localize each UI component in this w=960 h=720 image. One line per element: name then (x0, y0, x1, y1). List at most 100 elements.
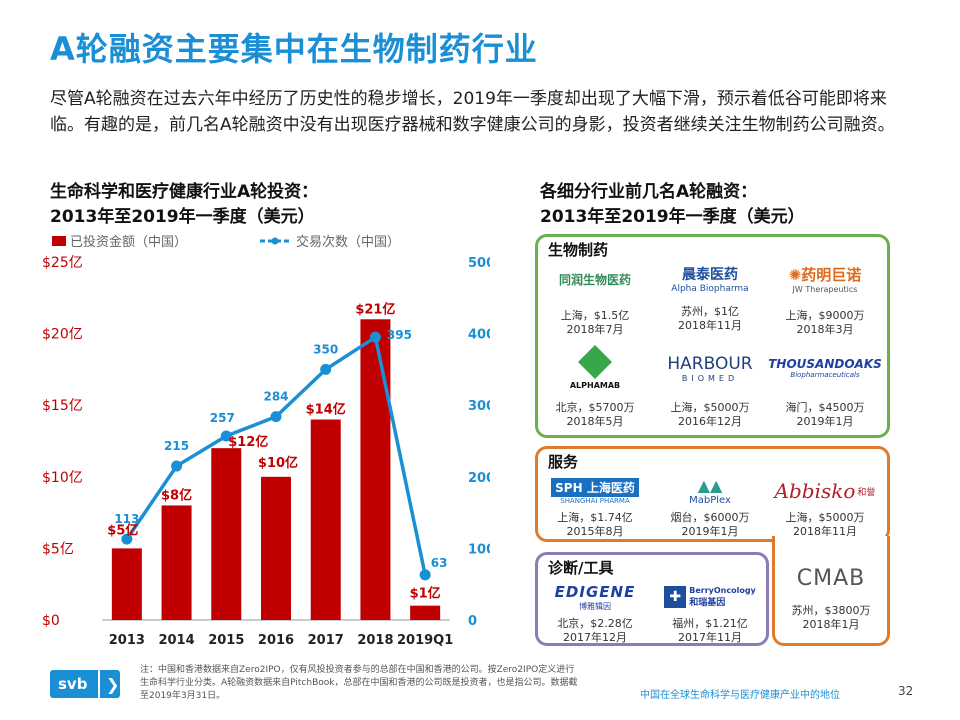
logo-subtext: Alpha Biopharma (671, 284, 749, 294)
line-point-2016 (270, 411, 282, 423)
x-tick-label: 2017 (308, 633, 344, 648)
logo-text: ALPHAMAB (569, 380, 621, 390)
x-tick-label: 2015 (208, 633, 244, 648)
logo-text: BerryOncology (689, 586, 756, 595)
company-jw-therapeutics: ✺药明巨诺 JW Therapeutics 上海，$9000万 2018年3月 (770, 259, 880, 337)
company-location: 上海，$9000万 (785, 309, 865, 322)
logo-text: 晨泰医药 (682, 267, 738, 283)
logo-text: HARBOUR (667, 353, 753, 374)
logo-text: Abbisko (774, 479, 856, 503)
cmab-box: CMAB 苏州，$3800万 2018年1月 (772, 536, 890, 646)
company-cmab: CMAB 苏州，$3800万 2018年1月 (777, 558, 885, 632)
services-title: 服务 (548, 453, 579, 471)
line-data-label: 113 (114, 512, 139, 526)
x-tick-label: 2019Q1 (397, 633, 453, 648)
company-location: 上海，$1.74亿 (557, 511, 633, 524)
y-right-tick-label: 500 (468, 256, 490, 271)
bar-data-label: $14亿 (306, 402, 346, 418)
diagnostics-box: 诊断/工具 EDIGENE 博雅辑因 北京，$2.28亿 2017年12月 ✚ … (535, 552, 769, 646)
company-location: 上海，$5000万 (785, 511, 865, 524)
company-date: 2018年11月 (793, 525, 857, 538)
bar-data-label: $12亿 (228, 434, 268, 450)
bar-2019Q1 (410, 605, 441, 620)
logo-subtext: JW Therapeutics (792, 285, 858, 294)
company-location: 苏州，$3800万 (791, 604, 871, 617)
y-right-tick-label: 100 (468, 542, 490, 557)
company-alphamab: ALPHAMAB 北京，$5700万 2018年5月 (540, 341, 650, 429)
company-date: 2018年3月 (796, 323, 854, 336)
sph-logo: SPH 上海医药 SHANGHAI PHARMA (540, 471, 650, 511)
y-left-tick-label: $25亿 (42, 255, 83, 271)
company-date: 2017年11月 (678, 631, 742, 644)
services-box: 服务 SPH 上海医药 SHANGHAI PHARMA 上海，$1.74亿 20… (535, 446, 890, 542)
jw-logo: ✺药明巨诺 JW Therapeutics (770, 259, 880, 299)
bar-data-label: $5亿 (107, 522, 138, 538)
line-point-2013 (121, 533, 133, 545)
legend-bar-swatch (52, 236, 66, 246)
chevron-right-icon: ❯ (98, 670, 119, 698)
diagnostics-title: 诊断/工具 (548, 559, 614, 577)
chart-subtitle-line1: 生命科学和医疗健康行业A轮投资： (50, 182, 319, 202)
line-data-label: 63 (431, 556, 448, 570)
page-number: 32 (898, 684, 914, 698)
company-edigene: EDIGENE 博雅辑因 北京，$2.28亿 2017年12月 (540, 577, 650, 645)
company-alpha-biopharma: 晨泰医药 Alpha Biopharma 苏州，$1亿 2018年11月 (655, 259, 765, 333)
abbisko-logo: Abbisko 和誉 (770, 471, 880, 511)
brand-name: svb (58, 675, 88, 693)
bar-2017 (310, 419, 341, 620)
line-data-label: 350 (313, 342, 338, 356)
logo-text: MabPlex (689, 495, 731, 506)
tongrun-logo: 同润生物医药 (558, 272, 631, 287)
line-data-label: 215 (164, 439, 189, 453)
y-right-tick-label: 300 (468, 399, 490, 414)
harbour-logo: HARBOUR BIOMED (655, 341, 765, 395)
bar-2018 (360, 319, 391, 620)
company-date: 2019年1月 (796, 415, 854, 428)
legend-line-label: 交易次数（中国） (296, 234, 400, 250)
bar-2016 (261, 476, 291, 620)
company-abbisko: Abbisko 和誉 上海，$5000万 2018年11月 (770, 471, 880, 539)
mabplex-logo: ▲▲ MabPlex (655, 471, 765, 511)
line-point-2019Q1 (419, 569, 431, 581)
logo-text: ✺药明巨诺 (789, 264, 862, 285)
company-date: 2017年12月 (563, 631, 627, 644)
logo-subtext: 博雅辑因 (579, 601, 611, 611)
intro-paragraph: 尽管A轮融资在过去六年中经历了历史性的稳步增长，2019年一季度却出现了大幅下滑… (50, 89, 895, 135)
line-data-label: 284 (263, 390, 288, 404)
logo-text: EDIGENE (554, 582, 636, 601)
company-date: 2018年7月 (566, 323, 624, 336)
line-point-2014 (171, 460, 183, 472)
investment-chart: 已投资金额（中国） 交易次数（中国） $0 $5亿 $10亿 $15亿 $20亿 $25亿 0 1… (42, 234, 490, 648)
thousand-oaks-logo: THOUSANDOAKS Biopharmaceuticals (768, 341, 882, 395)
line-point-2015 (220, 430, 232, 442)
y-left-tick-label: $20亿 (42, 327, 83, 343)
biopharma-box: 生物制药 同润生物医药 上海，$1.5亿 2018年7月 晨泰医药 Alpha … (535, 234, 890, 438)
x-tick-label: 2013 (109, 633, 145, 648)
logo-subtext: BIOMED (681, 373, 739, 383)
company-sph: SPH 上海医药 SHANGHAI PHARMA 上海，$1.74亿 2015年… (540, 471, 650, 539)
company-date: 2018年1月 (802, 618, 860, 631)
biopharma-title: 生物制药 (548, 241, 609, 259)
company-location: 福州，$1.21亿 (672, 617, 748, 630)
y-right-tick-label: 0 (468, 614, 477, 629)
logo-text: SPH 上海医药 (551, 477, 639, 497)
line-data-label: 395 (387, 328, 412, 342)
logo-subtext: 和誉 (857, 487, 876, 498)
cross-icon: ✚ (664, 586, 687, 608)
footer-report-title: 中国在全球生命科学与医疗健康产业中的地位 (640, 690, 840, 701)
page-title: A轮融资主要集中在生物制药行业 (50, 30, 538, 68)
legend-line-marker (271, 237, 279, 245)
company-date: 2018年11月 (678, 319, 742, 332)
line-data-label: 257 (210, 411, 235, 425)
company-location: 烟台，$6000万 (670, 511, 750, 524)
cube-icon (578, 344, 612, 379)
bar-2015 (211, 448, 242, 620)
y-left-tick-label: $10亿 (42, 470, 83, 486)
segments-subtitle: 各细分行业前几名A轮融资： 2013年至2019年一季度（美元） (540, 180, 805, 230)
company-location: 北京，$5700万 (555, 401, 635, 414)
bar-data-label: $1亿 (410, 586, 441, 602)
svb-logo: svb ❯ (50, 670, 120, 698)
company-location: 苏州，$1亿 (681, 305, 739, 318)
mountain-icon: ▲▲ (697, 476, 723, 495)
bar-2013 (111, 548, 142, 620)
